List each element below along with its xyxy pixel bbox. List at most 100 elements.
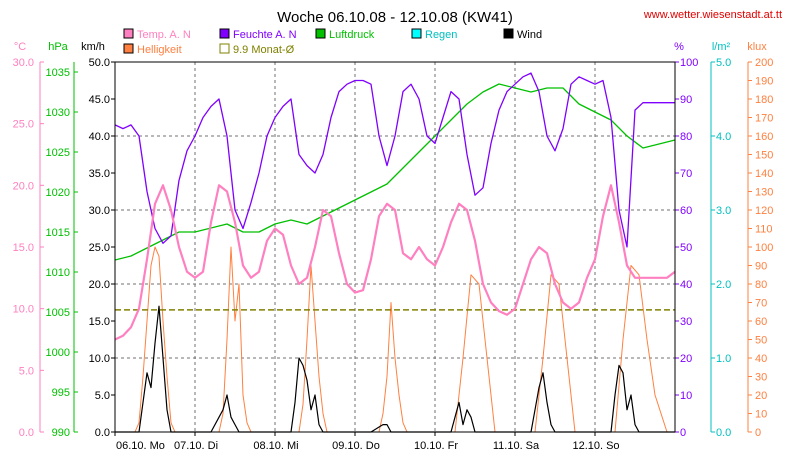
brightness-axis-tick-label: 70: [755, 298, 767, 310]
temp-axis-tick-label: 15.0: [13, 242, 34, 254]
brightness-axis-tick-label: 10: [755, 409, 767, 421]
x-tick-label: 07.10. Di: [174, 440, 218, 452]
legend-swatch: [123, 28, 134, 39]
source-url: www.wetter.wiesenstadt.at.tt: [643, 9, 782, 21]
humidity-axis-tick-label: 60: [680, 205, 692, 217]
temp-axis-tick-label: 30.0: [13, 57, 34, 69]
brightness-axis-tick-label: 30: [755, 372, 767, 384]
humidity-axis-tick-label: 90: [680, 94, 692, 106]
brightness-axis-tick-label: 190: [755, 76, 773, 88]
rain-axis-tick-label: 2.0: [716, 279, 731, 291]
legend-label: Feuchte A. N: [233, 29, 297, 41]
x-tick-label: 09.10. Do: [332, 440, 380, 452]
wind-axis-tick-label: 25.0: [89, 242, 110, 254]
x-tick-label: 11.10. Sa: [493, 440, 540, 452]
wind-axis-tick-label: 15.0: [89, 316, 110, 328]
legend-swatch: [123, 43, 134, 54]
humidity-axis-tick-label: 40: [680, 279, 692, 291]
wind-axis-tick-label: 0.0: [95, 427, 110, 439]
plot-area: [115, 62, 675, 432]
pressure-axis-tick-label: 1020: [46, 187, 70, 199]
wind-axis-tick-label: 50.0: [89, 57, 110, 69]
rain-axis-tick-label: 1.0: [716, 353, 731, 365]
temp-unit-label: °C: [14, 41, 26, 53]
pressure-axis-tick-label: 1000: [46, 347, 70, 359]
humidity-axis-tick-label: 30: [680, 316, 692, 328]
pressure-axis-tick-label: 1035: [46, 67, 70, 79]
axis-units: °C hPa km/h% l/m² klux: [14, 41, 767, 53]
legend-label: Wind: [517, 29, 542, 41]
grid: [115, 62, 675, 432]
pressure-axis-tick-label: 1025: [46, 147, 70, 159]
brightness-axis-tick-label: 120: [755, 205, 773, 217]
series-temp-a-n: [114, 184, 676, 341]
brightness-axis-tick-label: 100: [755, 242, 773, 254]
legend-label: Luftdruck: [329, 29, 375, 41]
x-tick-label: 12.10. So: [572, 440, 619, 452]
pressure-axis-tick-label: 1015: [46, 227, 70, 239]
pressure-axis-tick-label: 1030: [46, 107, 70, 119]
pressure-unit-label: hPa: [48, 41, 68, 53]
rain-unit-label: l/m²: [712, 41, 731, 53]
plot-frame: [114, 61, 676, 433]
pressure-axis-tick-label: 990: [52, 427, 70, 439]
humidity-axis-tick-label: 0: [680, 427, 686, 439]
legend-label: 9.9 Monat-Ø: [233, 44, 295, 56]
brightness-axis-tick-label: 150: [755, 150, 773, 162]
x-tick-label: 08.10. Mi: [253, 440, 298, 452]
brightness-axis-tick-label: 200: [755, 57, 773, 69]
brightness-axis-tick-label: 140: [755, 168, 773, 180]
wind-unit-label: km/h: [81, 41, 105, 53]
temp-axis-tick-label: 10.0: [13, 304, 34, 316]
rain-axis-tick-label: 5.0: [716, 57, 731, 69]
chart-title: Woche 06.10.08 - 12.10.08 (KW41): [277, 9, 513, 26]
wind-axis-tick-label: 30.0: [89, 205, 110, 217]
humidity-axis-tick-label: 70: [680, 168, 692, 180]
series-feuchte-a-n: [114, 72, 675, 248]
brightness-axis-tick-label: 40: [755, 353, 767, 365]
legend-label: Helligkeit: [137, 44, 182, 56]
brightness-unit-label: klux: [747, 41, 767, 53]
legend-swatch: [411, 28, 422, 39]
brightness-axis-tick-label: 110: [755, 224, 773, 236]
wind-axis-tick-label: 35.0: [89, 168, 110, 180]
brightness-axis-tick-label: 60: [755, 316, 767, 328]
x-tick-label: 06.10. Mo: [116, 440, 165, 452]
x-tick-label: 10.10. Fr: [414, 440, 458, 452]
brightness-axis-tick-label: 130: [755, 187, 773, 199]
wind-axis-tick-label: 10.0: [89, 353, 110, 365]
legend-swatch: [219, 43, 230, 54]
legend-label: Temp. A. N: [137, 29, 191, 41]
wind-axis-tick-label: 20.0: [89, 279, 110, 291]
humidity-axis-tick-label: 100: [680, 57, 698, 69]
humidity-axis-tick-label: 10: [680, 390, 692, 402]
legend-label: Regen: [425, 29, 457, 41]
pressure-axis-tick-label: 1010: [46, 267, 70, 279]
legend-swatch: [219, 28, 230, 39]
brightness-axis-tick-label: 90: [755, 261, 767, 273]
brightness-axis-tick-label: 80: [755, 279, 767, 291]
axes: 0.05.010.015.020.025.030.099099510001005…: [13, 57, 774, 452]
series-luftdruck: [114, 83, 676, 261]
legend-swatch: [315, 28, 326, 39]
temp-axis-tick-label: 0.0: [19, 427, 34, 439]
humidity-axis-tick-label: 80: [680, 131, 692, 143]
rain-axis-tick-label: 0.0: [716, 427, 731, 439]
wind-axis-tick-label: 45.0: [89, 94, 110, 106]
brightness-axis-tick-label: 170: [755, 113, 773, 125]
temp-axis-tick-label: 20.0: [13, 180, 34, 192]
pressure-axis-tick-label: 1005: [46, 307, 70, 319]
wind-axis-tick-label: 5.0: [95, 390, 110, 402]
humidity-axis-tick-label: 50: [680, 242, 692, 254]
humidity-axis-tick-label: 20: [680, 353, 692, 365]
brightness-axis-tick-label: 180: [755, 94, 773, 106]
rain-axis-tick-label: 4.0: [716, 131, 731, 143]
brightness-axis-tick-label: 160: [755, 131, 773, 143]
brightness-axis-tick-label: 50: [755, 335, 767, 347]
rain-axis-tick-label: 3.0: [716, 205, 731, 217]
legend: Temp. A. N Feuchte A. N Luftdruck Regen Wind…: [123, 28, 542, 56]
wind-axis-tick-label: 40.0: [89, 131, 110, 143]
temp-axis-tick-label: 5.0: [19, 365, 34, 377]
legend-swatch: [503, 28, 514, 39]
